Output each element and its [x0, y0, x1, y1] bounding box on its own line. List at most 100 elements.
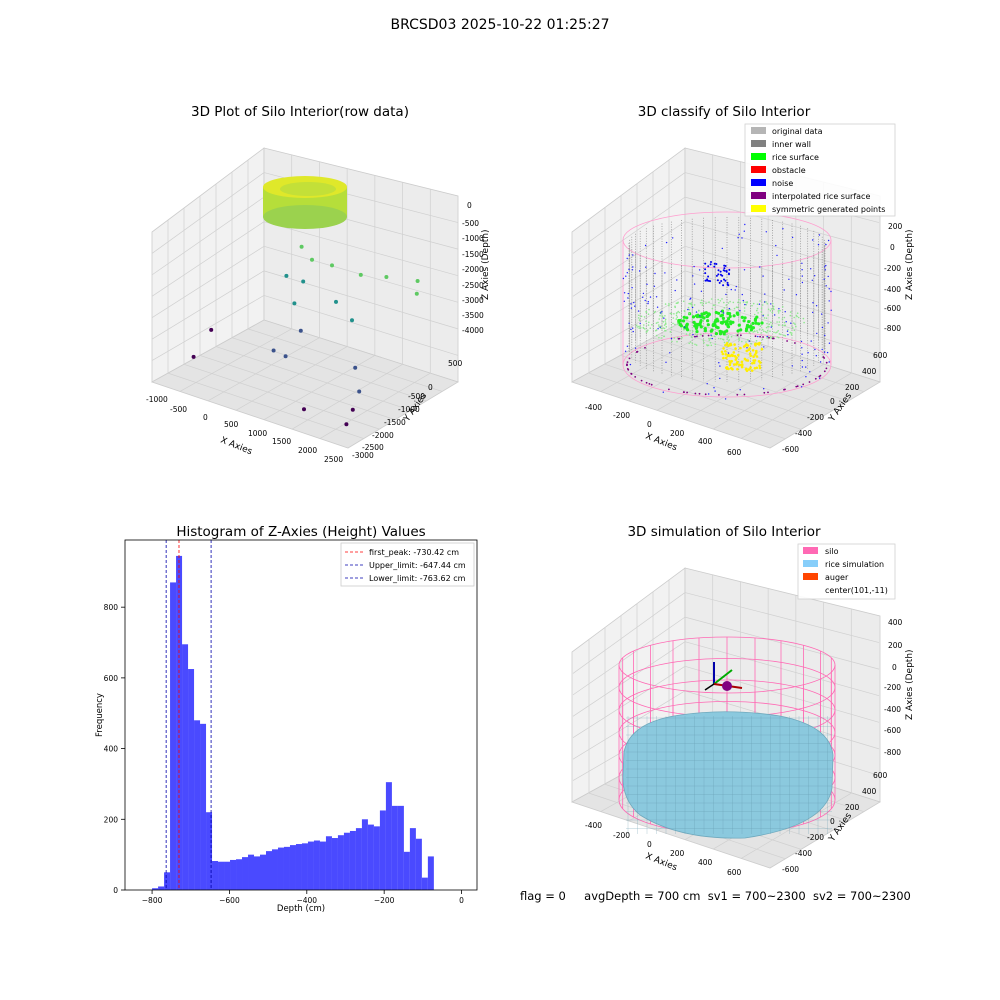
noise-point [646, 283, 648, 285]
noise-point [720, 280, 723, 282]
legend-label: interpolated rice surface [772, 192, 870, 201]
status-sv2: sv2 = 700~2300 [812, 889, 911, 903]
rice-surface-point [702, 339, 705, 342]
rice-surface-point [714, 319, 718, 323]
symmetric-point [739, 346, 742, 350]
interpolated-point [630, 373, 633, 375]
rice-surface-point [708, 337, 710, 340]
histogram-ytick: 800 [104, 603, 119, 612]
noise-point [704, 268, 707, 271]
rice-surface-point [675, 302, 678, 305]
rice-surface-point [772, 307, 775, 310]
rice-surface-point [739, 328, 743, 332]
noise-point [672, 237, 674, 239]
rice-surface-point [655, 329, 657, 332]
histogram-ylabel: Frequency [95, 693, 105, 737]
rice-surface-point [732, 301, 735, 304]
histogram-bar [415, 838, 422, 890]
panel4-ytick: 400 [862, 787, 877, 796]
panel4-ztick: -400 [884, 705, 901, 714]
histogram-bar [325, 836, 332, 890]
legend-label: auger [825, 573, 849, 582]
noise-point [827, 275, 829, 278]
panel1-ztick: 0 [467, 201, 472, 210]
rice-surface-point [688, 334, 691, 336]
panel4-xtick: 0 [647, 840, 652, 849]
noise-point [810, 340, 812, 342]
legend-label: noise [772, 179, 793, 188]
rice-surface-point [669, 312, 672, 315]
rice-surface-point [686, 328, 690, 332]
histogram-bar [265, 851, 272, 890]
noise-point [692, 275, 694, 277]
histogram-bar [355, 828, 362, 890]
noise-point [743, 230, 745, 232]
rice-surface-point [722, 338, 725, 341]
rice-surface-point [645, 320, 647, 323]
panel2-grid [572, 154, 880, 439]
histogram-bar [421, 877, 428, 890]
histogram-bar [307, 841, 314, 890]
rice-surface-point [750, 326, 754, 330]
noise-point [795, 294, 798, 296]
rice-surface-point [703, 327, 707, 331]
panel1-ztick: -2500 [462, 281, 484, 290]
panel1-xtick: 1500 [272, 437, 291, 446]
rice-surface-point [802, 317, 805, 320]
legend-label: silo [825, 547, 839, 556]
noise-point [659, 312, 662, 314]
rice-surface-point [736, 306, 739, 309]
panel1-point-cluster [263, 176, 347, 229]
panel2-ytick: 0 [830, 397, 835, 406]
noise-point [717, 273, 720, 276]
noise-point [632, 327, 634, 329]
rice-surface-point [737, 323, 741, 327]
noise-point [654, 272, 656, 275]
panel1-xtick: 1000 [248, 429, 267, 438]
outlier-point [384, 275, 389, 279]
outlier-point [353, 365, 358, 370]
rice-surface-point [727, 302, 730, 304]
panel1-ztick: -500 [462, 219, 479, 228]
rice-surface-point [718, 302, 720, 304]
panel4-xtick: 200 [670, 849, 685, 858]
outlier-point [358, 272, 363, 277]
rice-surface-point [688, 312, 690, 315]
noise-point [628, 268, 630, 271]
panel4-zlabel: Z Axies (Depth) [905, 649, 915, 720]
rice-surface-point [777, 312, 780, 314]
noise-point [709, 263, 712, 266]
rice-surface-point [664, 320, 667, 322]
noise-point [724, 398, 727, 400]
rice-surface-point [636, 326, 638, 328]
noise-point [764, 293, 766, 295]
interpolated-point [693, 335, 696, 338]
noise-point [764, 301, 766, 303]
interpolated-point [718, 394, 720, 396]
panel1-xtick: -1000 [146, 395, 168, 404]
noise-point [811, 279, 813, 281]
rice-surface-point [757, 312, 759, 314]
symmetric-point [730, 366, 733, 370]
noise-point [663, 317, 665, 319]
histogram-legend: first_peak: -730.42 cm Upper_limit: -647.… [340, 542, 475, 587]
rice-surface-point [655, 334, 658, 337]
rice-surface-point [777, 330, 779, 332]
rice-surface-point [689, 341, 692, 343]
histogram-bar [409, 828, 416, 890]
auger-marker [704, 662, 743, 691]
rice-surface-point [778, 333, 781, 335]
status-avg-depth: avgDepth = 700 cm [584, 889, 701, 903]
interpolated-point [743, 393, 746, 396]
interpolated-point [645, 381, 648, 384]
noise-point [763, 346, 765, 348]
panel4-ztick: 400 [888, 618, 903, 627]
noise-point [718, 281, 721, 284]
histogram-bar [331, 838, 338, 890]
rice-surface-point [742, 301, 745, 303]
legend-swatch [751, 127, 766, 134]
panel4-xtick: -200 [613, 831, 630, 840]
interpolated-point [794, 342, 796, 344]
outlier-point [271, 348, 276, 353]
